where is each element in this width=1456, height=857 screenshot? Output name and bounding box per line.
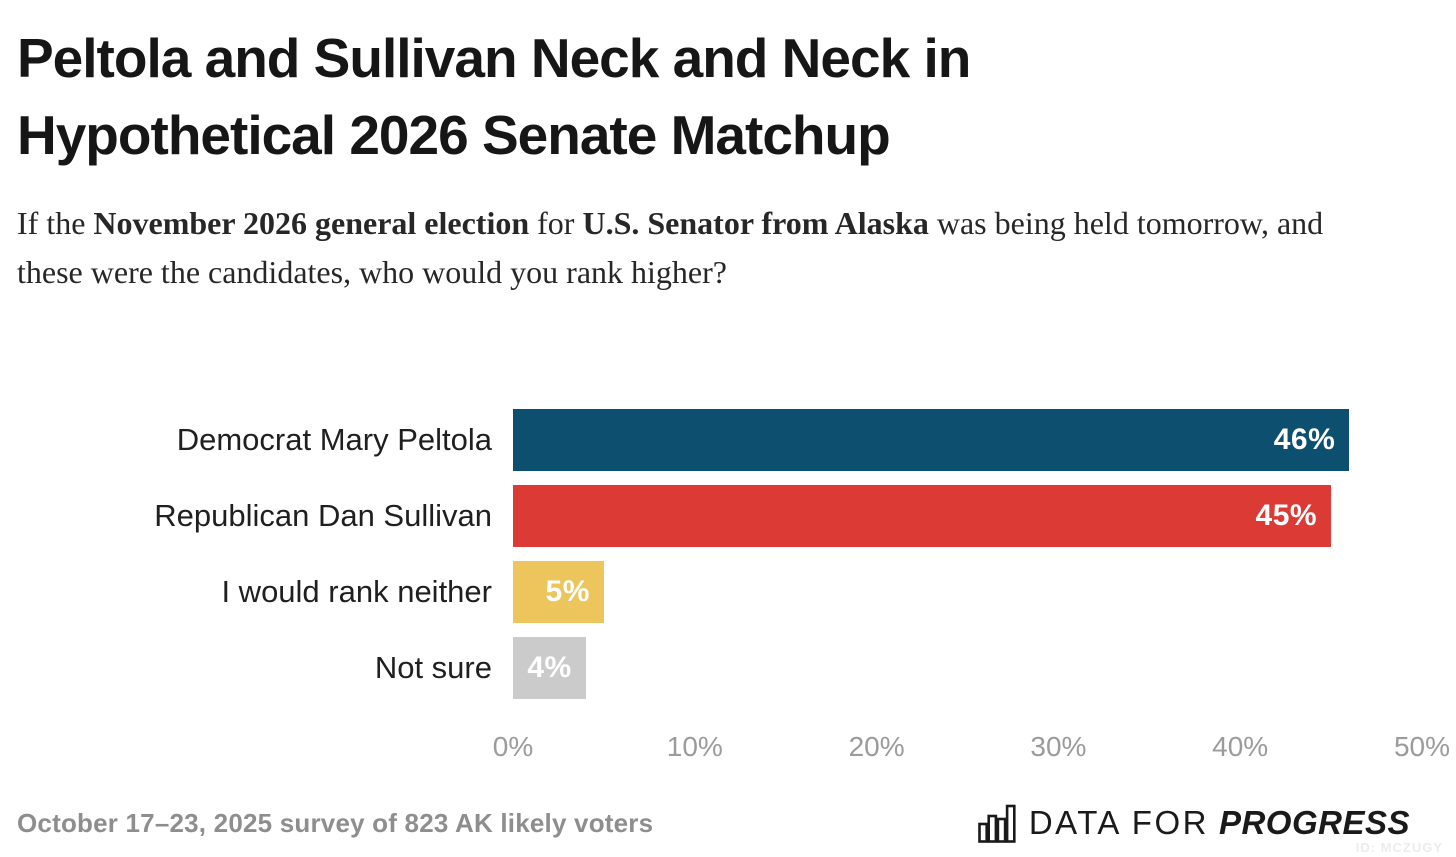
bar-track: 5% xyxy=(513,561,1422,623)
subtitle-segment: If the xyxy=(17,205,94,241)
logo-text: DATA FOR PROGRESS xyxy=(1029,804,1410,842)
bar-track: 46% xyxy=(513,409,1422,471)
bar-value-label: 5% xyxy=(545,575,590,608)
bar-value-label: 46% xyxy=(1273,423,1336,456)
bar-value-label: 45% xyxy=(1255,499,1318,532)
bar-row: I would rank neither 5% xyxy=(0,561,1422,623)
x-axis: 0% 10% 20% 30% 40% 50% xyxy=(0,731,1456,767)
logo-text-progress: PROGRESS xyxy=(1218,804,1410,841)
subtitle-bold-segment: U.S. Senator from Alaska xyxy=(582,205,929,241)
x-axis-tick-label: 10% xyxy=(666,731,723,762)
axis-spacer xyxy=(0,731,513,767)
chart-title-line-1: Peltola and Sullivan Neck and Neck in xyxy=(17,27,971,89)
x-axis-tick-label: 30% xyxy=(1030,731,1087,762)
data-for-progress-logo: DATA FOR PROGRESS xyxy=(978,803,1410,843)
chart-id-label: ID: MCZUGY xyxy=(1355,840,1443,855)
logo-text-data-for: DATA FOR xyxy=(1028,804,1209,841)
x-axis-tick-label: 20% xyxy=(848,731,905,762)
subtitle-segment: was being held tomorrow, and these were … xyxy=(17,205,1324,290)
bar: 5% xyxy=(513,561,604,623)
bar: 45% xyxy=(513,485,1332,547)
bar: 4% xyxy=(513,637,586,699)
bar-row: Democrat Mary Peltola 46% xyxy=(0,409,1422,471)
x-axis-tick-label: 0% xyxy=(492,731,534,762)
bar: 46% xyxy=(513,409,1350,471)
bar-row: Republican Dan Sullivan 45% xyxy=(0,485,1422,547)
bar-chart-icon xyxy=(978,804,1016,843)
chart-subtitle: If the November 2026 general election fo… xyxy=(17,199,1387,297)
bar-track: 4% xyxy=(513,637,1422,699)
bar-category-label: I would rank neither xyxy=(221,574,492,609)
bar-category-label: Democrat Mary Peltola xyxy=(176,422,492,457)
survey-note: October 17–23, 2025 survey of 823 AK lik… xyxy=(17,807,654,838)
bar-track: 45% xyxy=(513,485,1422,547)
bar-category-label: Not sure xyxy=(374,650,492,685)
subtitle-segment: for xyxy=(529,205,583,241)
bar-value-label: 4% xyxy=(527,651,572,684)
bar-chart: Democrat Mary Peltola 46% Republican Dan S… xyxy=(0,409,1456,699)
x-axis-tick-label: 50% xyxy=(1393,731,1451,762)
bar-row: Not sure 4% xyxy=(0,637,1422,699)
chart-header: Peltola and Sullivan Neck and Neck in Hy… xyxy=(0,0,1456,297)
x-axis-tick-label: 40% xyxy=(1212,731,1269,762)
chart-footer: October 17–23, 2025 survey of 823 AK lik… xyxy=(0,803,1456,855)
chart-title: Peltola and Sullivan Neck and Neck in Hy… xyxy=(17,20,1416,174)
bar-category-label: Republican Dan Sullivan xyxy=(154,498,492,533)
chart-title-line-2: Hypothetical 2026 Senate Matchup xyxy=(17,104,891,166)
subtitle-bold-segment: November 2026 general election xyxy=(93,205,530,241)
axis-tick-track: 0% 10% 20% 30% 40% 50% xyxy=(493,731,1450,767)
